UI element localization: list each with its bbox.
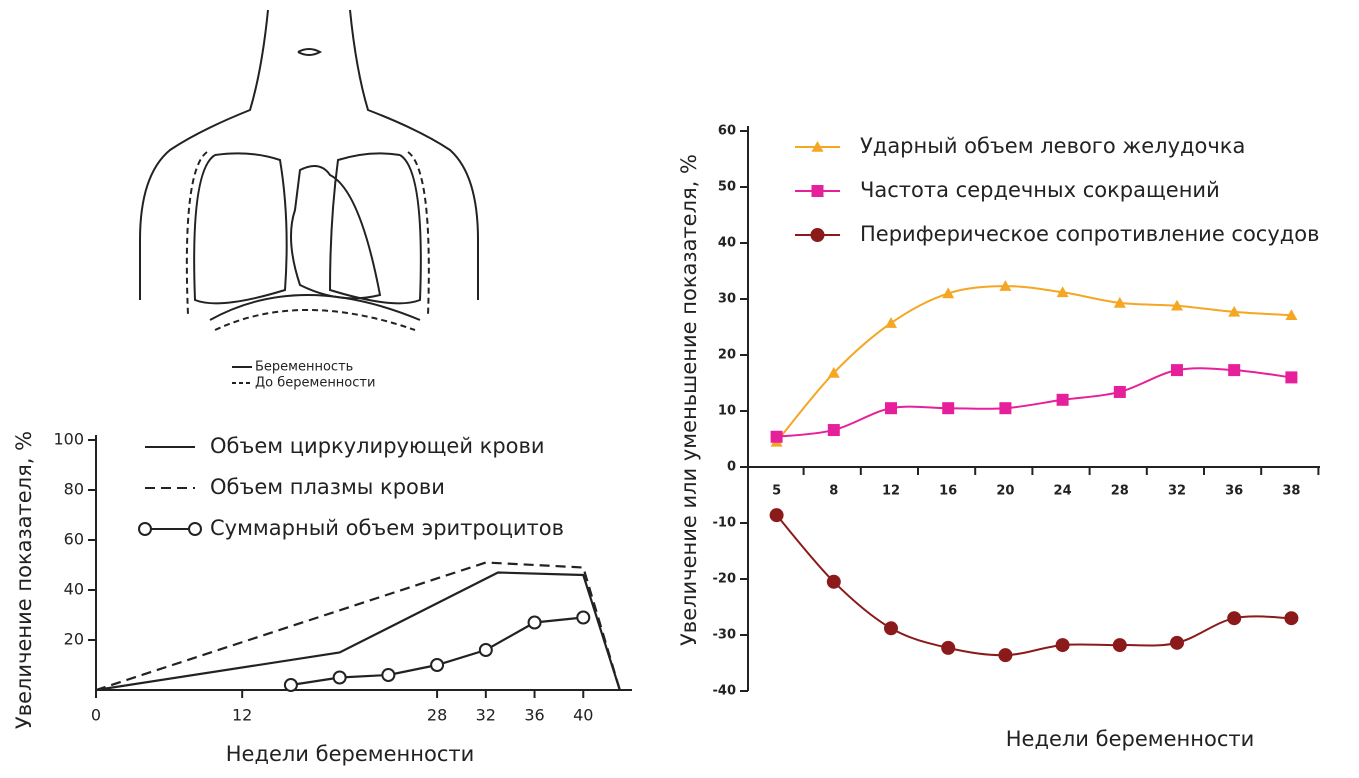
- x-tick-label: 8: [829, 484, 838, 499]
- y-tick-label: 100: [53, 430, 84, 449]
- y-tick-label: 20: [718, 348, 736, 363]
- point: [1285, 371, 1297, 383]
- point: [885, 317, 897, 328]
- point: [885, 622, 897, 634]
- point: [1057, 394, 1069, 406]
- x-tick-label: 5: [772, 484, 781, 499]
- series-line: [96, 573, 620, 691]
- point: [1114, 639, 1126, 651]
- series-line: [777, 286, 1292, 442]
- point: [885, 402, 897, 414]
- x-axis-label: Недели беременности: [1006, 727, 1255, 751]
- x-tick-label: 0: [91, 706, 101, 725]
- point: [1057, 639, 1069, 651]
- y-tick-label: 80: [64, 480, 84, 499]
- point: [999, 402, 1011, 414]
- mouth: [298, 49, 320, 55]
- y-tick-label: 60: [718, 124, 736, 139]
- point: [1114, 386, 1126, 398]
- x-tick-label: 36: [524, 706, 544, 725]
- point: [1228, 612, 1240, 624]
- x-tick-label: 28: [427, 706, 447, 725]
- legend-label: До беременности: [255, 376, 375, 391]
- point: [942, 642, 954, 654]
- legend-label: Суммарный объем эритроцитов: [210, 516, 564, 540]
- y-tick-label: 40: [718, 236, 736, 251]
- lung: [187, 152, 207, 315]
- point: [812, 185, 824, 197]
- point: [999, 649, 1011, 661]
- point: [577, 612, 589, 624]
- diaphragm: [210, 295, 420, 320]
- illustration: [140, 10, 478, 330]
- point: [529, 617, 541, 629]
- x-tick-label: 12: [882, 484, 900, 499]
- legend-label: Частота сердечных сокращений: [860, 178, 1220, 202]
- x-tick-label: 28: [1111, 484, 1129, 499]
- lung: [408, 152, 429, 315]
- y-tick-label: 30: [718, 292, 736, 307]
- point: [1171, 637, 1183, 649]
- point: [1171, 364, 1183, 376]
- y-tick-label: 60: [64, 530, 84, 549]
- point: [828, 576, 840, 588]
- y-axis-label: Увеличение показателя, %: [12, 431, 36, 729]
- x-axis-label: Недели беременности: [226, 742, 475, 766]
- figure: БеременностьДо беременности2040608010001…: [0, 0, 1359, 778]
- x-tick-label: 24: [1054, 484, 1072, 499]
- point: [285, 679, 297, 691]
- series-line: [777, 368, 1292, 437]
- x-tick-label: 38: [1282, 484, 1300, 499]
- legend-label: Ударный объем левого желудочка: [860, 134, 1245, 158]
- point: [139, 523, 151, 535]
- x-tick-label: 12: [232, 706, 252, 725]
- legend-label: Беременность: [255, 360, 353, 375]
- point: [189, 523, 201, 535]
- lung: [194, 153, 286, 303]
- series-line: [777, 515, 1292, 655]
- legend-label: Объем плазмы крови: [210, 475, 445, 499]
- point: [431, 659, 443, 671]
- diaphragm: [215, 310, 415, 330]
- y-tick-label: -40: [713, 684, 737, 699]
- legend-label: Периферическое сопротивление сосудов: [860, 222, 1320, 246]
- point: [1228, 364, 1240, 376]
- point: [382, 669, 394, 681]
- y-tick-label: 0: [727, 460, 736, 475]
- point: [771, 431, 783, 443]
- x-tick-label: 32: [1168, 484, 1186, 499]
- x-tick-label: 40: [573, 706, 593, 725]
- y-axis-label: Увеличение или уменьшение показателя, %: [677, 154, 701, 646]
- y-tick-label: 10: [718, 404, 736, 419]
- x-tick-label: 16: [939, 484, 957, 499]
- point: [771, 509, 783, 521]
- x-tick-label: 32: [476, 706, 496, 725]
- y-tick-label: 40: [64, 580, 84, 599]
- legend-label: Объем циркулирующей крови: [210, 434, 545, 458]
- point: [1285, 612, 1297, 624]
- y-tick-label: -20: [713, 572, 737, 587]
- series-line: [96, 563, 620, 691]
- y-tick-label: 20: [64, 630, 84, 649]
- y-tick-label: 50: [718, 180, 736, 195]
- point: [942, 402, 954, 414]
- point: [828, 424, 840, 436]
- x-tick-label: 20: [996, 484, 1014, 499]
- outline: [350, 10, 478, 300]
- x-tick-label: 36: [1225, 484, 1243, 499]
- lung: [330, 153, 421, 303]
- point: [812, 229, 824, 241]
- y-tick-label: -10: [713, 516, 737, 531]
- point: [480, 644, 492, 656]
- point: [334, 672, 346, 684]
- y-tick-label: -30: [713, 628, 737, 643]
